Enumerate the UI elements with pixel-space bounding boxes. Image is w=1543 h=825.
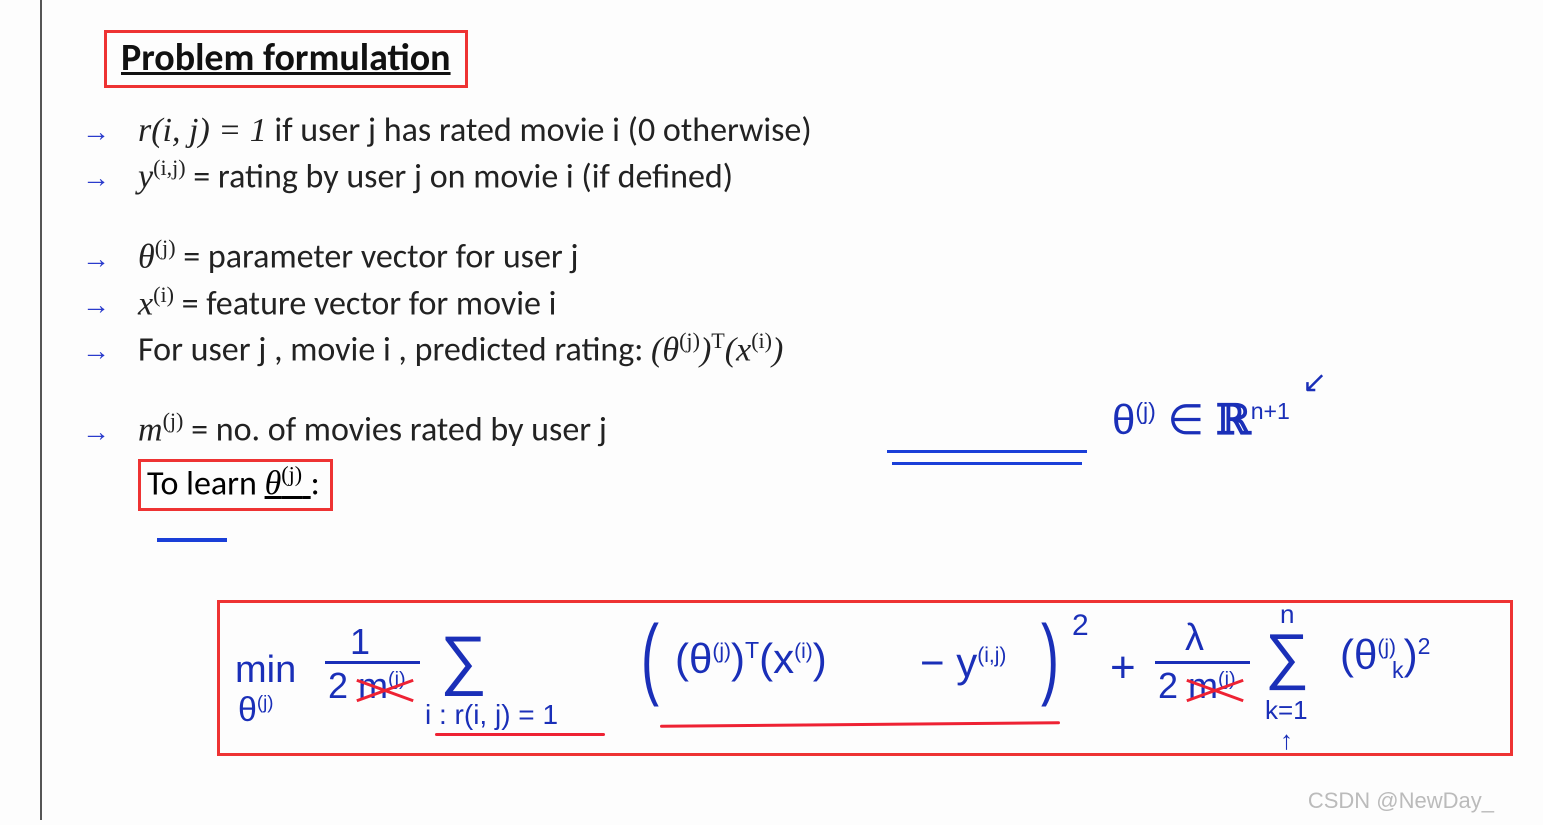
title-box: Problem formulation [104,30,468,88]
arrow-icon: → [82,116,122,148]
annotation-theta-rn: θ(j) ∈ ℝn+1 ↙ [1112,395,1290,445]
f-inner: (θ(j))T(x(i)) [675,635,827,683]
l3-text: = parameter vector for user j [183,237,578,278]
arrow-icon: → [82,416,122,448]
l4-math: x [138,285,153,322]
f-sum2: ∑ [1265,621,1309,692]
f-mintheta: θ(j) [238,691,274,730]
arrow-icon: → [82,289,122,321]
l3-sup: (j) [155,235,176,260]
arrow-icon: → [82,335,122,367]
l5-m1: (θ [651,331,679,368]
f-sum2-bot: k=1 [1265,695,1308,726]
l5-text: For user j , movie i , predicted rating: [138,329,651,370]
l4-text: = feature vector for movie i [182,283,557,324]
def-line-1: → r(i, j) = 1 if user j has rated movie … [82,110,1512,151]
f-frac1-bar [325,661,420,664]
to-learn-box: To learn θ(j) : [138,459,333,511]
red-underline-2 [660,721,1060,727]
l2-math: y [138,158,153,195]
f-sum: ∑ [440,621,487,697]
f-plus: + [1110,643,1136,693]
def-line-5: → For user j , movie i , predicted ratin… [82,328,1512,370]
f-sq: 2 [1072,609,1089,643]
f-theta2: (θ(j)k)2 [1340,631,1430,684]
f-minus-y: − y(i,j) [920,639,1006,687]
l6-text: = no. of movies rated by user j [191,410,607,451]
l2-sup: (i,j) [153,155,186,180]
def-line-4: → x(i) = feature vector for movie i [82,282,1512,324]
f-frac2-bar [1155,661,1250,664]
f-bigclose: ) [1041,607,1059,710]
f-sum-sub: i : r(i, j) = 1 [425,699,558,731]
watermark: CSDN @NewDay_ [1308,788,1494,814]
red-underline-1 [435,733,605,736]
up-arrow-icon: ↑ [1280,725,1293,756]
cost-function-box: min θ(j) 1 2 m(j) ∑ i : r(i, j) = 1 ( (θ… [217,600,1513,756]
content-area: Problem formulation → r(i, j) = 1 if use… [42,0,1512,511]
page-frame: Problem formulation → r(i, j) = 1 if use… [40,0,1512,820]
cost-function: min θ(j) 1 2 m(j) ∑ i : r(i, j) = 1 ( (θ… [220,603,1510,753]
l1-text: if user j has rated movie i (0 otherwise… [274,110,811,151]
double-underline-1 [887,450,1087,453]
def-line-3: → θ(j) = parameter vector for user j [82,235,1512,277]
title-text: Problem formulation [121,35,451,81]
def-line-2: → y(i,j) = rating by user j on movie i (… [82,155,1512,197]
f-min: min [235,649,296,692]
arrow-icon: → [82,162,122,194]
l6-sup: (j) [163,408,184,433]
l4-sup: (i) [153,282,174,307]
f-frac2-bot: 2 m(j) [1158,665,1236,707]
down-arrow-icon: ↙ [1302,365,1327,400]
f-frac1-top: 1 [350,621,370,663]
arrow-icon: → [82,243,122,275]
f-bigopen: ( [641,607,659,710]
double-underline-2 [892,462,1082,465]
def-line-6: → m(j) = no. of movies rated by user j [82,408,1512,450]
f-frac1-bot: 2 m(j) [328,665,406,707]
l1-math: r(i, j) = 1 [138,112,267,149]
f-frac2-top: λ [1185,617,1204,660]
l3-math: θ [138,239,155,276]
l6-math: m [138,412,163,449]
l2-text: = rating by user j on movie i (if define… [193,156,733,197]
m-underline [157,538,227,542]
learn-theta: θ(j) [265,465,311,502]
learn-text: To learn [147,463,265,504]
